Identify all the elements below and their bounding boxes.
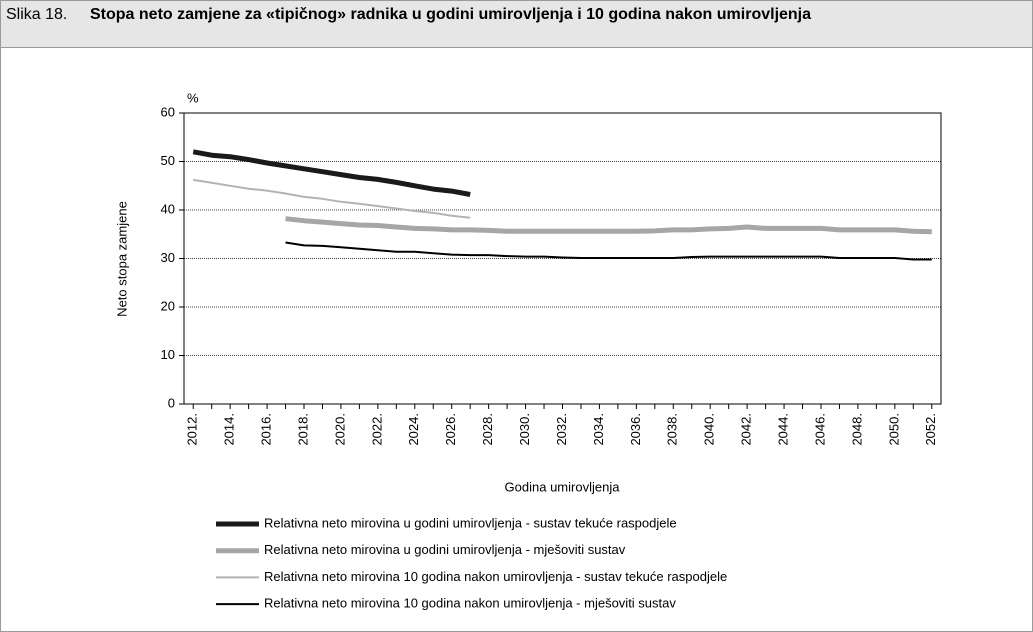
figure-label: Slika 18.	[6, 6, 68, 23]
y-tick-label: 40	[161, 201, 175, 216]
x-tick-label: 2048.	[849, 413, 864, 446]
chart-title: Stopa neto zamjene za «tipičnog» radnika…	[90, 6, 812, 23]
x-axis-label: Godina umirovljenja	[505, 479, 621, 494]
x-tick-label: 2028.	[480, 413, 495, 446]
y-tick-label: 50	[161, 153, 175, 168]
legend-label: Relativna neto mirovina 10 godina nakon …	[264, 569, 727, 584]
series-line	[285, 216, 932, 235]
x-tick-label: 2032.	[554, 413, 569, 446]
y-tick-label: 0	[168, 395, 175, 410]
x-tick-label: 2044.	[775, 413, 790, 446]
x-tick-label: 2024.	[406, 413, 421, 446]
x-tick-label: 2036.	[628, 413, 643, 446]
series-line	[285, 241, 932, 261]
series-line	[192, 149, 471, 197]
x-tick-label: 2030.	[517, 413, 532, 446]
x-tick-label: 2052.	[923, 413, 938, 446]
legend-label: Relativna neto mirovina u godini umirovl…	[264, 542, 626, 557]
legend-label: Relativna neto mirovina u godini umirovl…	[264, 515, 677, 530]
y-tick-label: 30	[161, 250, 175, 265]
x-tick-label: 2034.	[591, 413, 606, 446]
legend-label: Relativna neto mirovina 10 godina nakon …	[264, 596, 676, 611]
x-tick-label: 2050.	[886, 413, 901, 446]
y-tick-label: 10	[161, 347, 175, 362]
y-axis-label: Neto stopa zamjene	[114, 201, 129, 317]
x-tick-label: 2022.	[369, 413, 384, 446]
x-tick-label: 2014.	[222, 413, 237, 446]
y-tick-label: 20	[161, 298, 175, 313]
x-tick-label: 2016.	[259, 413, 274, 446]
figure-header: Slika 18. Stopa neto zamjene za «tipično…	[1, 1, 1032, 48]
x-tick-label: 2046.	[812, 413, 827, 446]
x-tick-label: 2026.	[443, 413, 458, 446]
x-tick-label: 2018.	[295, 413, 310, 446]
y-tick-label: 60	[161, 104, 175, 119]
x-tick-label: 2020.	[332, 413, 347, 446]
x-tick-label: 2038.	[665, 413, 680, 446]
series-line	[193, 178, 471, 219]
x-tick-label: 2040.	[702, 413, 717, 446]
y-unit: %	[187, 90, 199, 105]
x-tick-label: 2012.	[185, 413, 200, 446]
x-tick-label: 2042.	[739, 413, 754, 446]
